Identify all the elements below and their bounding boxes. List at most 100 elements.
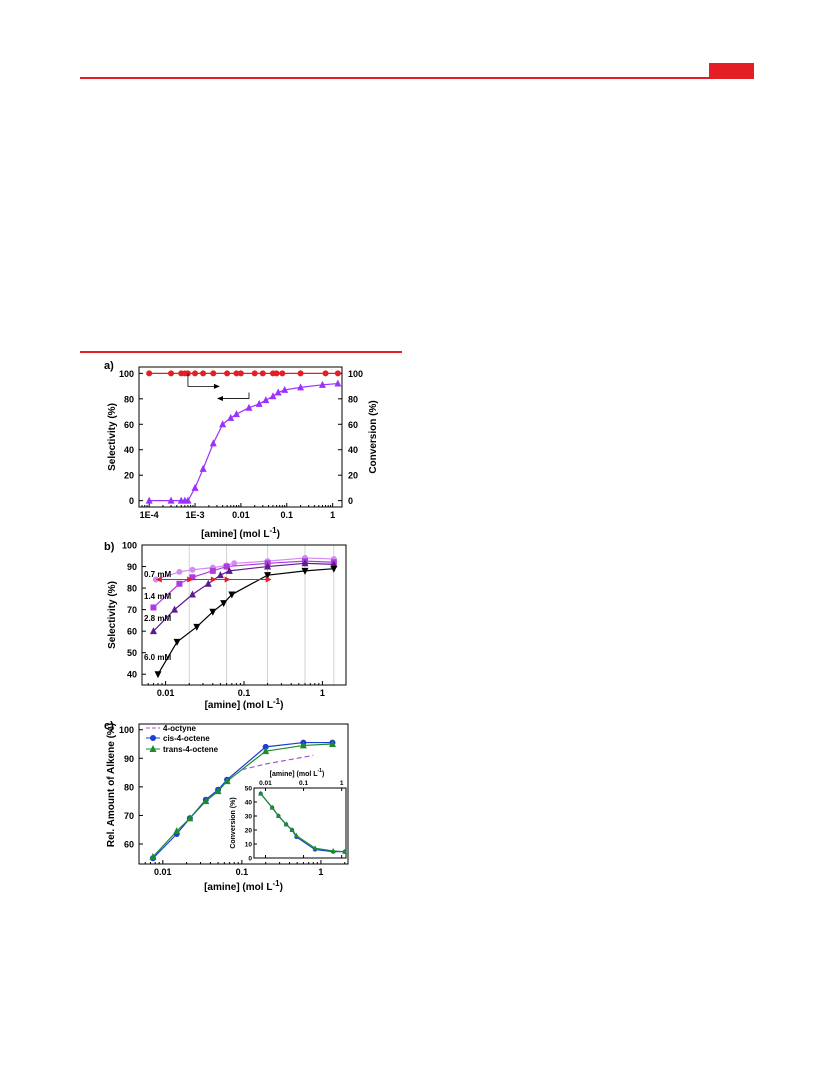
panel-a-right-ytick-label: 20	[348, 471, 358, 481]
header-rule	[80, 77, 754, 79]
panel-c-frame	[138, 723, 349, 865]
panel-a-xtick-label: 0.1	[281, 510, 294, 520]
panel-a-xtick-label: 1	[330, 510, 335, 520]
panel-b-ytick-label: 80	[127, 584, 137, 594]
panel-a-series-1-point	[269, 392, 277, 400]
panel-a-series-0-point	[210, 370, 217, 377]
panel-c-inset-ylabel: Conversion (%)	[230, 797, 237, 848]
panel-c-series-1-point	[299, 741, 307, 749]
panel-b-series-3-point	[301, 567, 309, 575]
panel-b-series-3-point	[173, 638, 181, 646]
panel-a-frame	[138, 366, 343, 508]
panel-a-series-1-line	[149, 382, 338, 502]
panel-c-ytick-label: 60	[124, 840, 134, 850]
panel-c-inset-series-1-point	[269, 804, 275, 810]
panel-a-arrowhead-right	[213, 383, 220, 389]
panel-b-series-2-point	[216, 571, 224, 579]
panel-c-series-octyne-line	[241, 754, 314, 771]
panel-b-ytick-label: 90	[127, 562, 137, 572]
panel-c-inset-xtick-label: 0.1	[299, 780, 308, 787]
panel-b-series-2-point	[264, 562, 272, 570]
panel-a-right-ytick-label: 0	[348, 496, 353, 506]
panel-c-inset-series-1-point	[293, 832, 299, 838]
panel-b-series-2-point	[225, 566, 233, 574]
panel-c-inset-frame	[253, 787, 347, 859]
panel-c-xlabel: [amine] (mol L-1)	[204, 879, 283, 893]
panel-a-right-ytick-label: 60	[348, 420, 358, 430]
panel-b-series-3-point	[330, 565, 338, 573]
panel-a-right-ytick-label: 40	[348, 445, 358, 455]
panel-c-inset-series-1-point	[342, 848, 348, 854]
panel-c-ylabel: Rel. Amount of Alkene (%)	[106, 723, 117, 847]
panel-a-chart: a) 1E-4 1E-3 0.01 0.1 1 0 20 40 60 80 100 0 20 40 60 80 1…	[104, 360, 379, 540]
panel-a-series-0-point	[273, 370, 280, 377]
panel-c-label: c)	[104, 720, 114, 732]
panel-a-series-0-point	[168, 370, 175, 377]
panel-a-series-0-point	[233, 370, 240, 377]
panel-c-legend-label: trans-4-octene	[163, 745, 219, 754]
panel-a-series-0-point	[322, 370, 329, 377]
panel-a-ylabel-right: Conversion (%)	[368, 400, 379, 473]
panel-b-ytick-label: 70	[127, 605, 137, 615]
panel-a-left-ytick-label: 20	[124, 471, 134, 481]
panel-a-series-0-point	[297, 370, 304, 377]
panel-c-series-1-point	[173, 827, 181, 835]
panel-b-series-2-point	[188, 590, 196, 598]
panel-a-series-1-point	[334, 379, 342, 387]
panel-b-arrowhead	[265, 576, 272, 583]
panel-c-inset-xtick-label: 0.01	[259, 780, 272, 787]
panel-a-left-ytick-label: 40	[124, 445, 134, 455]
panel-c-inset-xlabel: [amine] (mol L-1)	[270, 768, 325, 778]
panel-b-xtick-label: 0.01	[157, 688, 175, 698]
panel-c-series-1-point	[186, 814, 194, 822]
panel-b-xtick-label: 1	[320, 688, 325, 698]
panel-b-xlabel: [amine] (mol L-1)	[205, 697, 284, 711]
panel-a-series-0-point	[259, 370, 266, 377]
panel-a-series-1-point	[318, 380, 326, 388]
panel-a-arrow-right	[187, 373, 216, 387]
panel-a-xtick-label: 0.01	[232, 510, 250, 520]
panel-b-series-1-point	[209, 567, 216, 574]
panel-b-series-3-point	[228, 591, 236, 599]
panel-a-arrowhead-left	[216, 395, 223, 401]
panel-b-arrowhead	[224, 576, 231, 583]
panel-a-series-0-point	[146, 370, 153, 377]
panel-a-series-0-point	[334, 370, 341, 377]
header-red-tab	[709, 63, 754, 77]
panel-c-ytick-label: 80	[124, 782, 134, 792]
panel-c-series-0-point	[262, 743, 269, 750]
panel-c-series-1-point	[149, 852, 157, 860]
panel-a-series-0-point	[251, 370, 258, 377]
panel-b-series-3-point	[264, 572, 272, 580]
panel-a-series-0-point	[224, 370, 231, 377]
panel-a-series-1-point	[227, 413, 235, 421]
panel-c-inset-series-1-point	[289, 827, 295, 832]
panel-c-inset-series-1-point	[312, 845, 318, 851]
panel-c-legend-marker	[150, 735, 156, 741]
panel-b-arrowhead	[155, 576, 162, 583]
panel-b-series-1-point	[150, 604, 157, 611]
panel-a-ylabel-left: Selectivity (%)	[107, 403, 118, 471]
panel-a-series-1-point	[281, 385, 289, 393]
panel-c-inset-series-1-point	[283, 821, 289, 827]
panel-b-annotation: 6.0 mM	[144, 653, 171, 662]
panel-c-inset-ytick-label: 10	[245, 842, 253, 849]
figure-top-rule	[80, 351, 402, 353]
panel-c-legend-label: 4-octyne	[163, 724, 196, 733]
panel-b-annotation: 0.7 mM	[144, 570, 171, 579]
panel-b-arrowhead	[210, 576, 217, 583]
panel-a-series-1-point	[184, 496, 192, 504]
panel-c-xtick-label: 0.01	[154, 867, 172, 877]
panel-c-series-1-point	[214, 787, 222, 795]
panel-a-left-ytick-label: 60	[124, 420, 134, 430]
panel-a-series-1-point	[199, 464, 207, 472]
panel-a-series-0-point	[192, 370, 199, 377]
panel-b-series-2-point	[204, 579, 212, 587]
panel-b-label: b)	[104, 541, 115, 553]
panel-b-ytick-label: 50	[127, 648, 137, 658]
panel-a-series-1-point	[145, 496, 153, 504]
panel-c-inset-ytick-label: 20	[245, 828, 253, 835]
